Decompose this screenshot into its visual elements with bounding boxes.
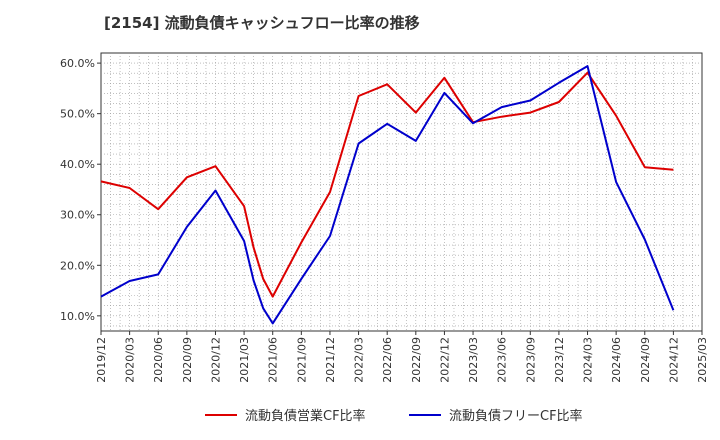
- x-tick-label: 2024/09: [639, 337, 652, 383]
- x-tick-label: 2023/03: [467, 337, 480, 383]
- series-layer: [100, 65, 675, 325]
- y-tick-label: 30.0%: [60, 209, 95, 222]
- x-tick-label: 2023/09: [524, 337, 537, 383]
- x-tick-label: 2023/06: [496, 337, 509, 383]
- x-tick-label: 2022/03: [353, 337, 366, 383]
- x-tick-label: 2020/09: [181, 337, 194, 383]
- plot-frame: [100, 52, 703, 332]
- x-tick-label: 2023/12: [553, 337, 566, 383]
- axis-layer: 10.0% 20.0% 30.0% 40.0% 50.0% 60.0% 2019/12 202…: [60, 57, 709, 383]
- x-tick-label: 2020/06: [152, 337, 165, 383]
- x-tick-label: 2019/12: [95, 337, 108, 383]
- grid-layer: [100, 52, 703, 332]
- x-tick-label: 2022/06: [381, 337, 394, 383]
- x-tick-label: 2024/12: [667, 337, 680, 383]
- y-tick-label: 10.0%: [60, 310, 95, 323]
- x-tick-label: 2022/12: [438, 337, 451, 383]
- x-tick-label: 2021/03: [238, 337, 251, 383]
- x-tick-label: 2022/09: [410, 337, 423, 383]
- x-tick-label: 2024/03: [582, 337, 595, 383]
- x-tick-label: 2020/03: [124, 337, 137, 383]
- x-tick-label: 2020/12: [209, 337, 222, 383]
- legend: 流動負債営業CF比率 流動負債フリーCF比率: [205, 408, 583, 424]
- x-tick-label: 2025/03: [696, 337, 709, 383]
- y-tick-label: 40.0%: [60, 158, 95, 171]
- y-tick-label: 50.0%: [60, 108, 95, 121]
- legend-label-1: 流動負債営業CF比率: [245, 408, 366, 424]
- series-line-1: [100, 71, 674, 298]
- series-line-2: [100, 65, 675, 325]
- legend-label-2: 流動負債フリーCF比率: [449, 408, 583, 424]
- x-tick-label: 2021/06: [267, 337, 280, 383]
- y-tick-label: 20.0%: [60, 259, 95, 272]
- chart-title: [2154] 流動負債キャッシュフロー比率の推移: [104, 14, 420, 32]
- y-tick-label: 60.0%: [60, 57, 95, 70]
- x-tick-label: 2024/06: [610, 337, 623, 383]
- x-tick-label: 2021/12: [324, 337, 337, 383]
- x-tick-label: 2021/09: [295, 337, 308, 383]
